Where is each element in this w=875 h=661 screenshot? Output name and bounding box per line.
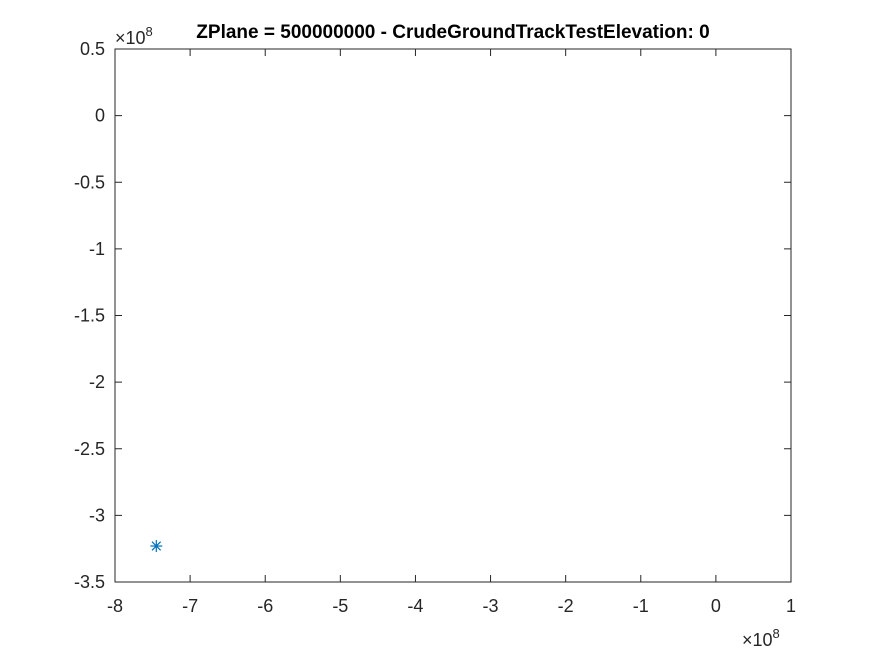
x-axis-ticks <box>114 49 792 582</box>
y-tick-label: 0 <box>95 106 105 126</box>
x-tick-label: -6 <box>257 596 273 616</box>
y-axis-tick-labels: 0.5 0 -0.5 -1 -1.5 -2 -2.5 -3 -3.5 <box>74 39 105 592</box>
data-point-asterisk <box>150 540 163 553</box>
y-tick-label: -2 <box>89 372 105 392</box>
x-tick-label: -8 <box>107 596 123 616</box>
x-exponent-prefix: ×10 <box>742 630 773 650</box>
x-tick-label: -1 <box>633 596 649 616</box>
x-tick-label: -5 <box>332 596 348 616</box>
y-tick-label: -0.5 <box>74 172 105 192</box>
y-axis-exponent: ×108 <box>115 24 153 48</box>
x-tick-label: -7 <box>182 596 198 616</box>
plot-area <box>114 48 792 583</box>
x-axis-tick-labels: -8 -7 -6 -5 -4 -3 -2 -1 0 1 <box>107 596 796 616</box>
y-tick-label: 0.5 <box>80 39 105 59</box>
x-exponent-power: 8 <box>773 626 780 641</box>
y-exponent-prefix: ×10 <box>115 28 146 48</box>
x-tick-label: 0 <box>711 596 721 616</box>
data-points <box>150 540 163 553</box>
chart-title: ZPlane = 500000000 - CrudeGroundTrackTes… <box>196 22 709 43</box>
x-axis-exponent: ×108 <box>742 626 780 650</box>
x-tick-label: -2 <box>558 596 574 616</box>
y-tick-label: -3.5 <box>74 572 105 592</box>
y-tick-label: -1.5 <box>74 306 105 326</box>
y-exponent-power: 8 <box>146 24 153 39</box>
x-tick-label: -4 <box>407 596 423 616</box>
x-tick-label: -3 <box>483 596 499 616</box>
y-tick-label: -2.5 <box>74 439 105 459</box>
y-tick-label: -3 <box>89 505 105 525</box>
y-axis-ticks <box>115 48 791 583</box>
x-tick-label: 1 <box>786 596 796 616</box>
y-tick-label: -1 <box>89 239 105 259</box>
